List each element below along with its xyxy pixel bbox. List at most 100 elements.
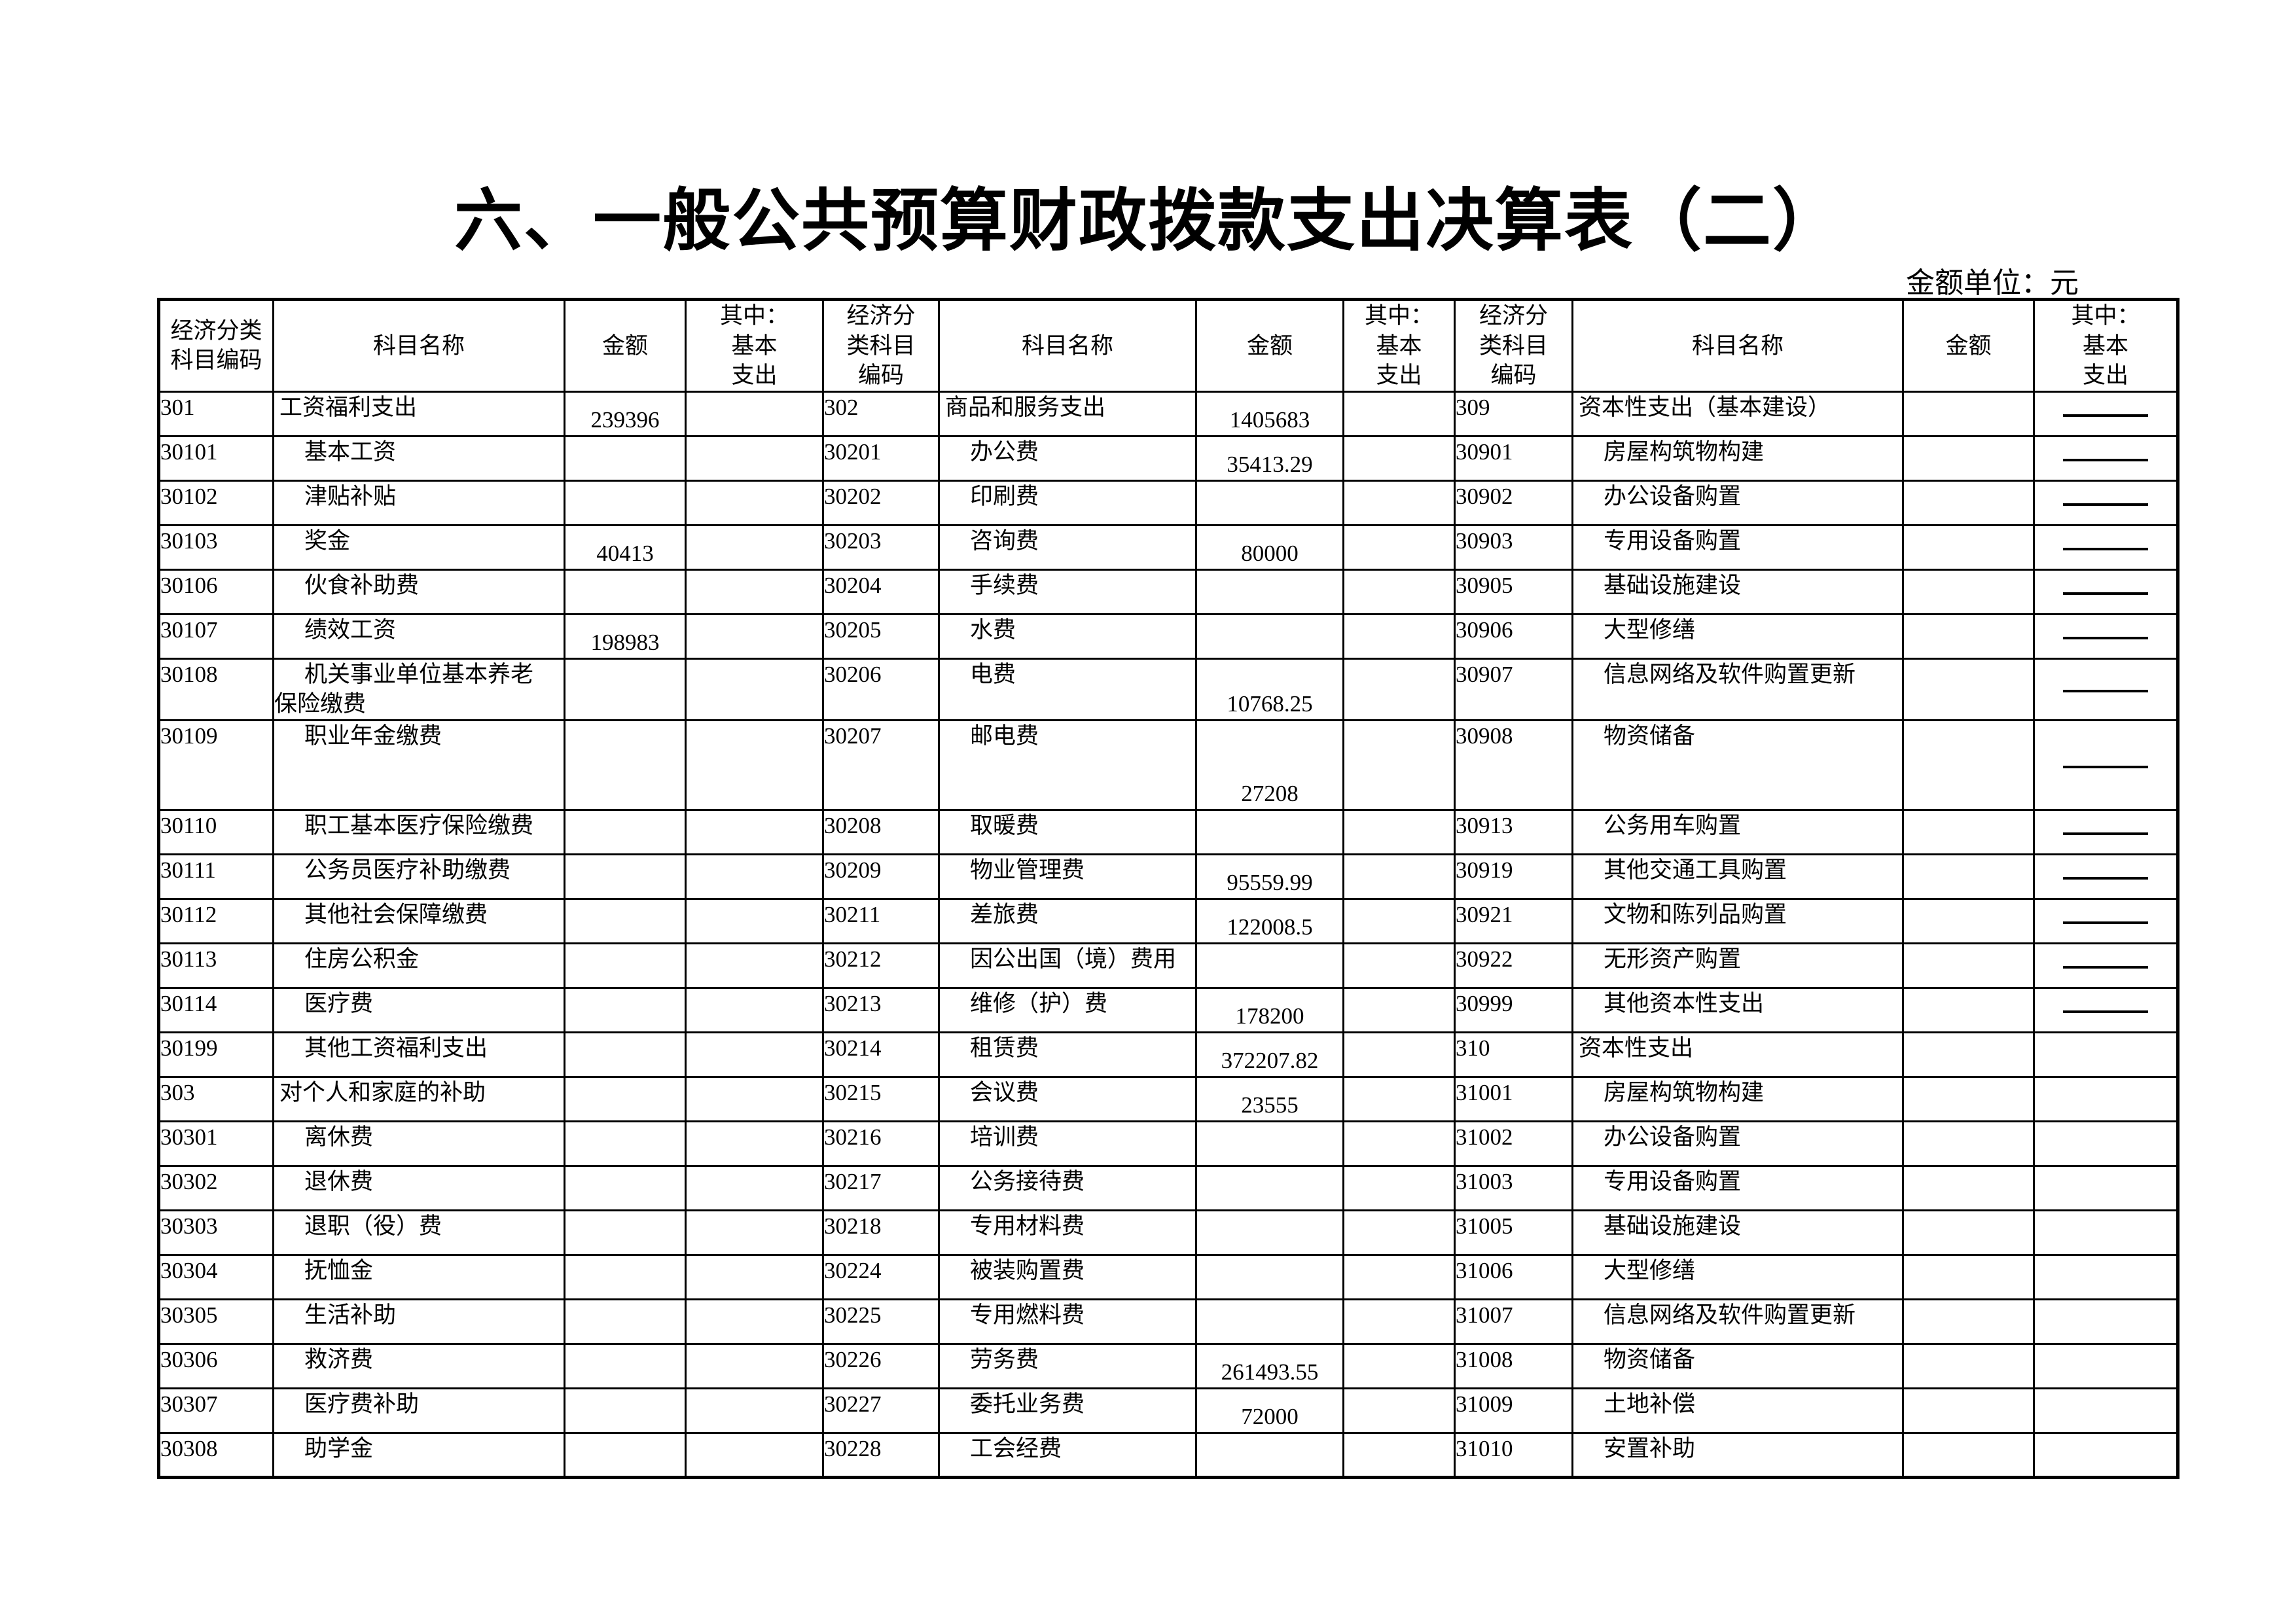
basic-expense-cell [685, 719, 824, 811]
dash-placeholder [2063, 459, 2148, 462]
code-cell: 301 [158, 390, 274, 437]
subject-name-cell: 基本工资 [272, 435, 565, 482]
header-basic-g2: 其中： 基本 支出 [1342, 298, 1456, 393]
basic-expense-cell [2033, 719, 2179, 811]
basic-expense-cell [1342, 897, 1456, 944]
basic-expense-cell [2033, 657, 2179, 721]
subject-name-cell: 退休费 [272, 1164, 565, 1211]
subject-name-cell: 资本性支出 [1571, 1031, 1904, 1078]
table-row: 30302 退休费 30217 公务接待费 31003 专用设备购置 [158, 1164, 2179, 1211]
amount-cell [1902, 853, 2035, 900]
subject-name-cell: 房屋构筑物构建 [1571, 1075, 1904, 1122]
subject-name-cell: 维修（护）费 [938, 986, 1197, 1033]
code-cell: 30209 [822, 853, 940, 900]
amount-cell: 35413.29 [1195, 435, 1344, 482]
subject-name-cell: 对个人和家庭的补助 [272, 1075, 565, 1122]
basic-expense-cell [2033, 1387, 2179, 1434]
basic-expense-cell [685, 1431, 824, 1478]
basic-expense-cell [2033, 1342, 2179, 1389]
amount-cell: 23555 [1195, 1075, 1344, 1122]
subject-name-cell: 文物和陈列品购置 [1571, 897, 1904, 944]
code-cell: 31008 [1454, 1342, 1573, 1389]
header-basic-g3: 其中： 基本 支出 [2033, 298, 2179, 393]
basic-expense-cell [1342, 390, 1456, 437]
basic-expense-cell [685, 524, 824, 571]
basic-expense-cell [1342, 1075, 1456, 1122]
table-row: 30107 绩效工资 198983 30205 水费 30906 大型修缮 [158, 613, 2179, 660]
basic-expense-cell [1342, 1031, 1456, 1078]
code-cell: 31006 [1454, 1253, 1573, 1300]
basic-expense-cell [2033, 1298, 2179, 1345]
dash-placeholder [2063, 832, 2148, 836]
basic-expense-cell [685, 1031, 824, 1078]
budget-table: 经济分类 科目编码 科目名称 金额 其中： 基本 支出 经济分 类科目 编码 科… [157, 298, 2179, 1479]
dash-placeholder [2063, 765, 2148, 768]
subject-name-cell: 土地补偿 [1571, 1387, 1904, 1434]
basic-expense-cell [1342, 1387, 1456, 1434]
basic-expense-cell [685, 986, 824, 1033]
subject-name-cell: 印刷费 [938, 479, 1197, 526]
subject-name-cell: 绩效工资 [272, 613, 565, 660]
code-cell: 30905 [1454, 568, 1573, 615]
subject-name-cell: 大型修缮 [1571, 613, 1904, 660]
subject-name-cell: 会议费 [938, 1075, 1197, 1122]
code-cell: 30913 [1454, 808, 1573, 855]
header-amount-g2: 金额 [1195, 298, 1344, 393]
subject-name-cell: 信息网络及软件购置更新 [1571, 1298, 1904, 1345]
basic-expense-cell [685, 1387, 824, 1434]
code-cell: 30103 [158, 524, 274, 571]
amount-cell [1902, 613, 2035, 660]
basic-expense-cell [685, 1298, 824, 1345]
basic-expense-cell [1342, 853, 1456, 900]
amount-cell [564, 1387, 687, 1434]
subject-name-cell: 其他交通工具购置 [1571, 853, 1904, 900]
amount-cell [1902, 719, 2035, 811]
table-row: 30306 救济费 30226 劳务费 261493.55 31008 物资储备 [158, 1342, 2179, 1389]
basic-expense-cell [1342, 1431, 1456, 1478]
code-cell: 30203 [822, 524, 940, 571]
basic-expense-cell [2033, 479, 2179, 526]
basic-expense-cell [1342, 435, 1456, 482]
subject-name-cell: 职工基本医疗保险缴费 [272, 808, 565, 855]
code-cell: 30305 [158, 1298, 274, 1345]
table-row: 30108 机关事业单位基本养老 保险缴费 30206 电费 10768.25 30907… [158, 657, 2179, 721]
table-row: 30307 医疗费补助 30227 委托业务费 72000 31009 土地补偿 [158, 1387, 2179, 1434]
subject-name-cell: 救济费 [272, 1342, 565, 1389]
basic-expense-cell [2033, 613, 2179, 660]
amount-cell [564, 942, 687, 989]
basic-expense-cell [685, 942, 824, 989]
subject-name-cell: 电费 [938, 657, 1197, 721]
code-cell: 30901 [1454, 435, 1573, 482]
code-cell: 310 [1454, 1031, 1573, 1078]
code-cell: 31001 [1454, 1075, 1573, 1122]
basic-expense-cell [1342, 942, 1456, 989]
subject-name-cell: 其他社会保障缴费 [272, 897, 565, 944]
code-cell: 30302 [158, 1164, 274, 1211]
table-row: 30304 抚恤金 30224 被装购置费 31006 大型修缮 [158, 1253, 2179, 1300]
basic-expense-cell [685, 435, 824, 482]
basic-expense-cell [2033, 1209, 2179, 1256]
dash-placeholder [2063, 966, 2148, 969]
subject-name-cell: 无形资产购置 [1571, 942, 1904, 989]
subject-name-cell: 助学金 [272, 1431, 565, 1478]
subject-name-cell: 公务接待费 [938, 1164, 1197, 1211]
basic-expense-cell [1342, 479, 1456, 526]
basic-expense-cell [1342, 719, 1456, 811]
table-row: 30101 基本工资 30201 办公费 35413.29 30901 房屋构筑物构建 [158, 435, 2179, 482]
subject-name-cell: 基础设施建设 [1571, 568, 1904, 615]
subject-name-cell: 咨询费 [938, 524, 1197, 571]
table-row: 30102 津贴补贴 30202 印刷费 30902 办公设备购置 [158, 479, 2179, 526]
basic-expense-cell [685, 1342, 824, 1389]
subject-name-cell: 其他工资福利支出 [272, 1031, 565, 1078]
table-row: 301 工资福利支出 239396 302 商品和服务支出 1405683 309 资本性支出… [158, 390, 2179, 437]
subject-name-cell: 离休费 [272, 1120, 565, 1167]
basic-expense-cell [2033, 1164, 2179, 1211]
code-cell: 30922 [1454, 942, 1573, 989]
basic-expense-cell [1342, 808, 1456, 855]
header-amount-g3: 金额 [1902, 298, 2035, 393]
table-row: 30199 其他工资福利支出 30214 租赁费 372207.82 310 资本性支出 [158, 1031, 2179, 1078]
dash-placeholder [2063, 1010, 2148, 1014]
subject-name-cell: 退职（役）费 [272, 1209, 565, 1256]
subject-name-cell: 信息网络及软件购置更新 [1571, 657, 1904, 721]
basic-expense-cell [685, 657, 824, 721]
